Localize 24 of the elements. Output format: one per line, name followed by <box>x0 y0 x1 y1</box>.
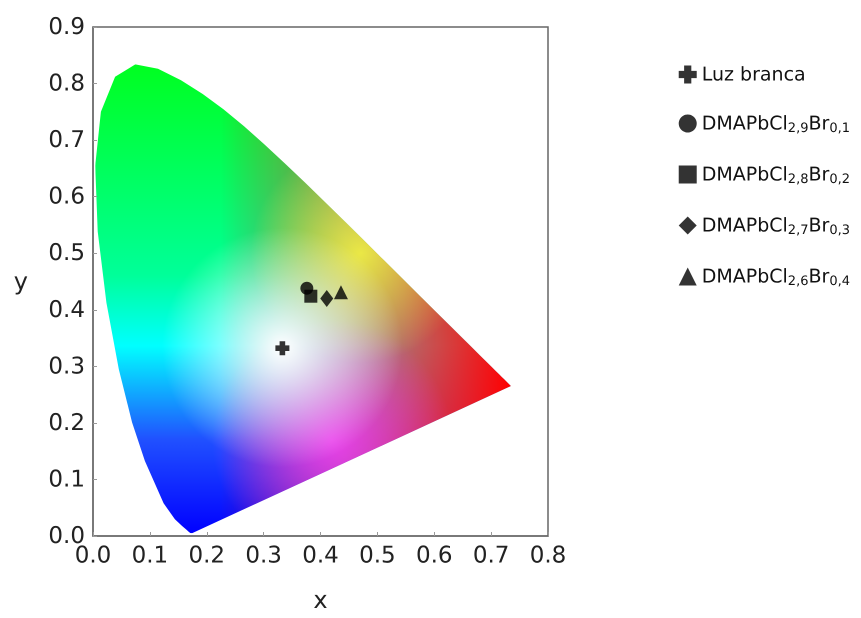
point <box>334 285 348 300</box>
y-tick-label: 0.7 <box>48 127 85 154</box>
x-tick-label: 0.6 <box>416 542 453 568</box>
point <box>304 290 318 303</box>
x-tick-label: 0.8 <box>530 542 566 568</box>
x-tick-label: 0.4 <box>302 542 339 568</box>
x-tick-label: 0.7 <box>472 542 510 568</box>
y-tick-label: 0.2 <box>48 410 85 436</box>
x-tick-label: 0.1 <box>132 542 168 568</box>
y-tick-label: 0.6 <box>48 184 85 210</box>
y-tick-label: 0.8 <box>48 70 85 97</box>
x-tick-label: 0.3 <box>245 542 282 568</box>
x-tick-label: 0.2 <box>188 542 226 568</box>
legend-label: Luz branca <box>702 64 806 86</box>
point <box>275 341 290 356</box>
y-tick-label: 0.1 <box>48 466 85 492</box>
y-axis-title: y <box>14 268 28 296</box>
x-tick-label: 0.5 <box>359 542 396 568</box>
y-tick-label: 0.3 <box>48 353 85 380</box>
y-tick-label: 0.5 <box>48 240 85 266</box>
x-axis-title: x <box>313 586 328 614</box>
y-tick-label: 0.4 <box>48 296 85 323</box>
point <box>320 290 334 307</box>
y-tick-label: 0.9 <box>48 14 85 40</box>
